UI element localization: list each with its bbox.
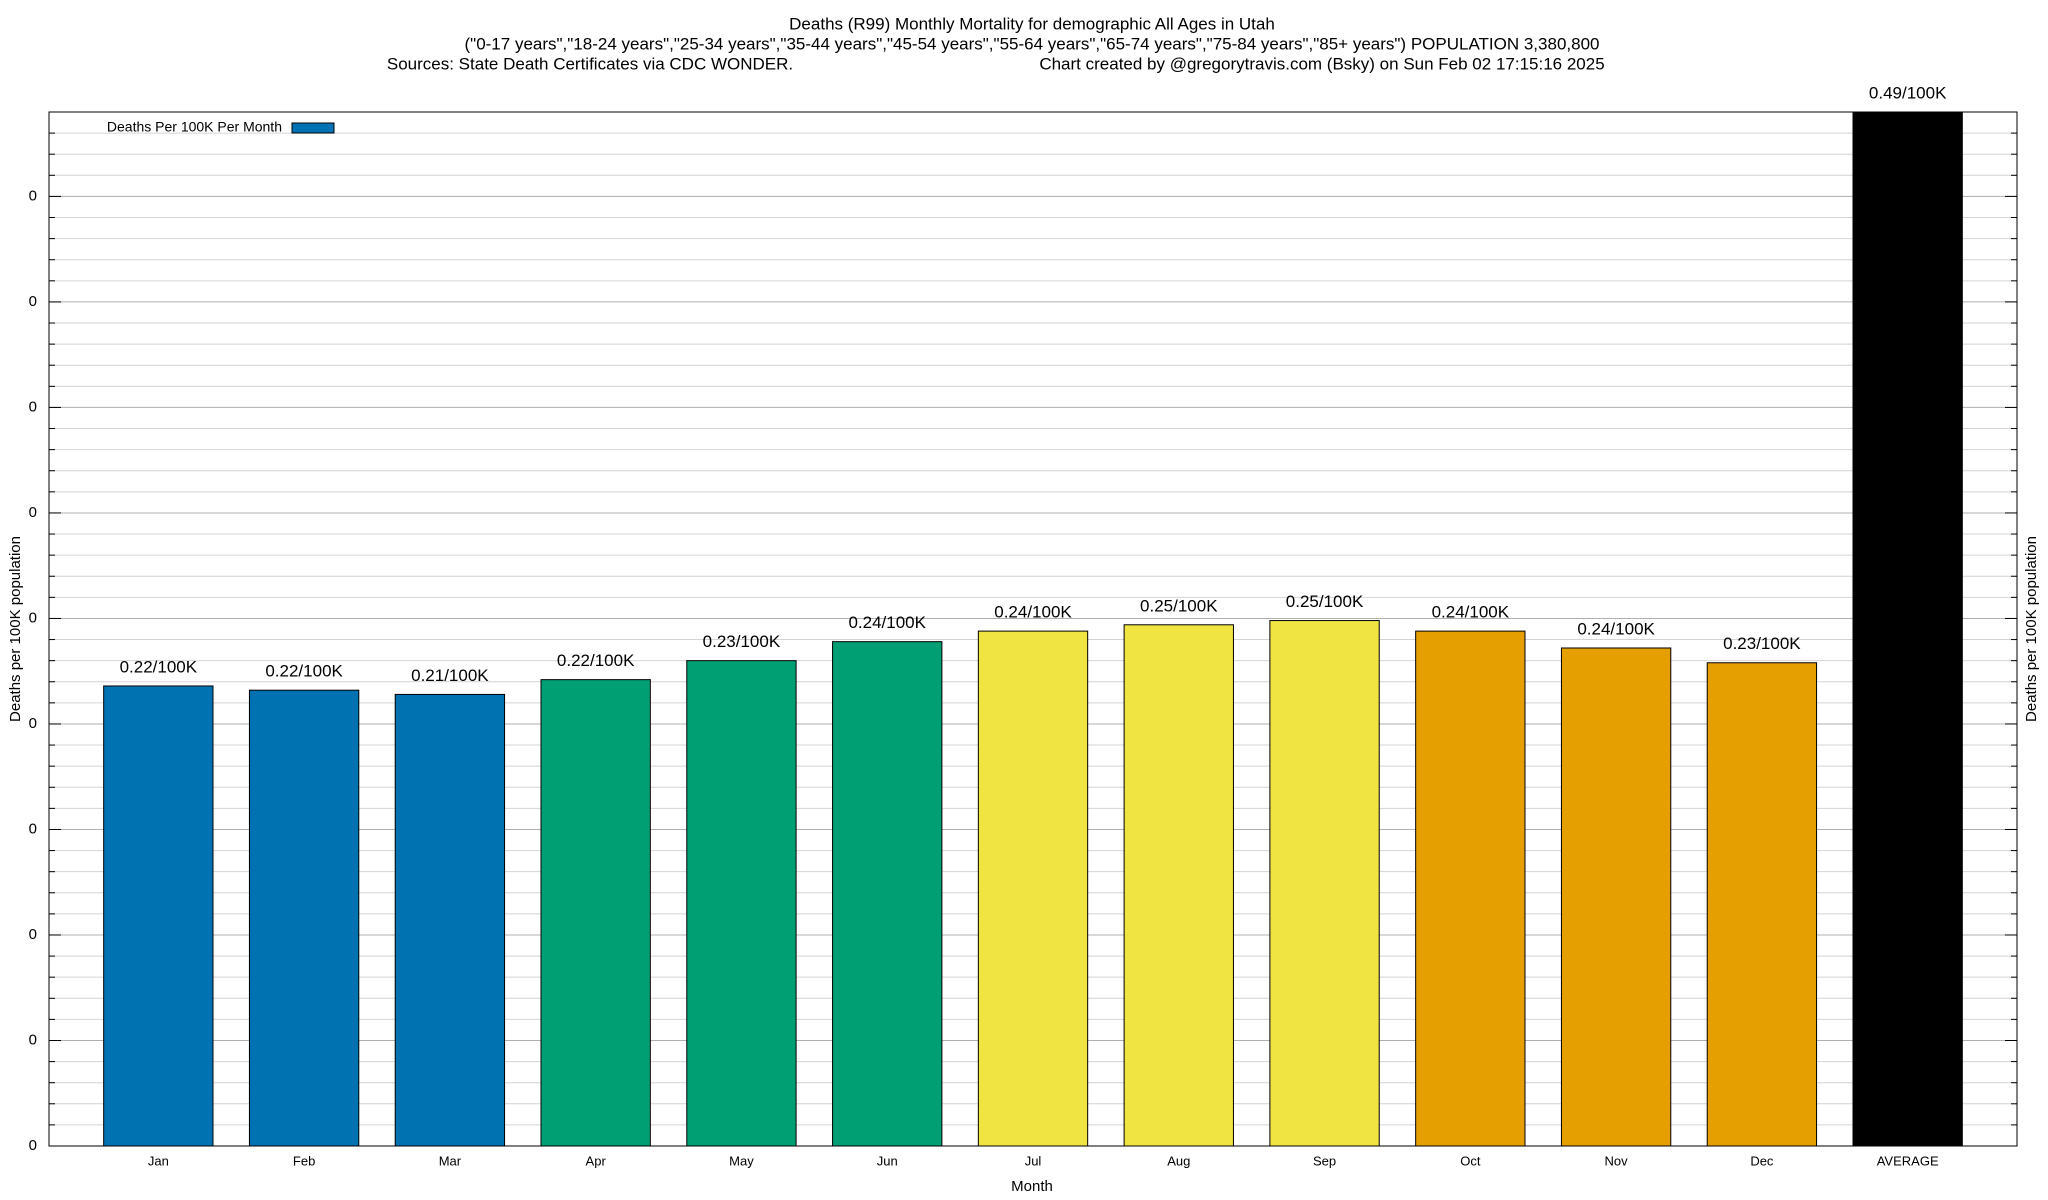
y-axis-label: Deaths per 100K population — [7, 536, 24, 722]
value-label: 0.25/100K — [1140, 596, 1218, 615]
value-label: 0.21/100K — [411, 666, 489, 685]
y-tick-label: 0 — [29, 398, 37, 415]
bar — [1706, 662, 1818, 1147]
x-tick-label: Sep — [1313, 1153, 1336, 1168]
bar — [103, 685, 214, 1147]
x-tick-label: Jul — [1025, 1153, 1042, 1168]
value-label: 0.25/100K — [1286, 592, 1364, 611]
x-tick-label: Apr — [586, 1153, 607, 1168]
y-tick-label: 0 — [29, 1031, 37, 1048]
x-tick-label: Aug — [1167, 1153, 1190, 1168]
x-tick-label: May — [729, 1153, 754, 1168]
y-tick-label: 0 — [29, 926, 37, 943]
chart-subtitle: ("0-17 years","18-24 years","25-34 years… — [465, 34, 1600, 53]
y-tick-label: 0 — [29, 820, 37, 837]
value-label: 0.22/100K — [557, 651, 635, 670]
x-tick-label: Feb — [293, 1153, 315, 1168]
y-tick-label: 0 — [29, 715, 37, 732]
x-axis-label: Month — [1011, 1178, 1053, 1195]
chart-credit: Chart created by @gregorytravis.com (Bsk… — [1039, 54, 1604, 73]
value-label: 0.22/100K — [120, 657, 198, 676]
y2-axis-label: Deaths per 100K population — [2023, 536, 2040, 722]
bar — [686, 660, 797, 1147]
bar — [248, 689, 360, 1147]
bar — [1269, 620, 1380, 1147]
bar — [977, 630, 1089, 1147]
x-tick-label: Mar — [439, 1153, 462, 1168]
value-label: 0.24/100K — [1432, 603, 1510, 622]
value-label: 0.22/100K — [265, 662, 343, 681]
value-label: 0.24/100K — [848, 613, 926, 632]
value-label: 0.23/100K — [703, 632, 781, 651]
bar — [1852, 111, 1963, 1147]
x-tick-label: Jan — [148, 1153, 169, 1168]
y-tick-label: 0 — [29, 187, 37, 204]
value-label: 0.24/100K — [994, 603, 1072, 622]
x-tick-label: Dec — [1750, 1153, 1774, 1168]
y-tick-label: 0 — [29, 1137, 37, 1154]
bar — [540, 679, 651, 1147]
value-label: 0.23/100K — [1723, 634, 1801, 653]
chart-source: Sources: State Death Certificates via CD… — [387, 54, 793, 73]
x-tick-label: Nov — [1605, 1153, 1629, 1168]
chart-title: Deaths (R99) Monthly Mortality for demog… — [789, 14, 1275, 33]
bar — [1123, 624, 1234, 1147]
bar — [1560, 647, 1672, 1147]
y-tick-label: 0 — [29, 293, 37, 310]
y-tick-label: 0 — [29, 609, 37, 626]
bar — [1415, 630, 1526, 1147]
legend-swatch — [291, 122, 335, 134]
value-label: 0.24/100K — [1577, 619, 1655, 638]
bar — [394, 693, 506, 1147]
x-tick-label: AVERAGE — [1877, 1153, 1939, 1168]
value-label: 0.49/100K — [1869, 83, 1947, 102]
y-tick-label: 0 — [29, 504, 37, 521]
plot-frame — [48, 111, 2018, 1147]
x-tick-label: Oct — [1460, 1153, 1481, 1168]
x-tick-label: Jun — [877, 1153, 898, 1168]
legend-label: Deaths Per 100K Per Month — [107, 119, 282, 135]
bar — [832, 641, 943, 1147]
